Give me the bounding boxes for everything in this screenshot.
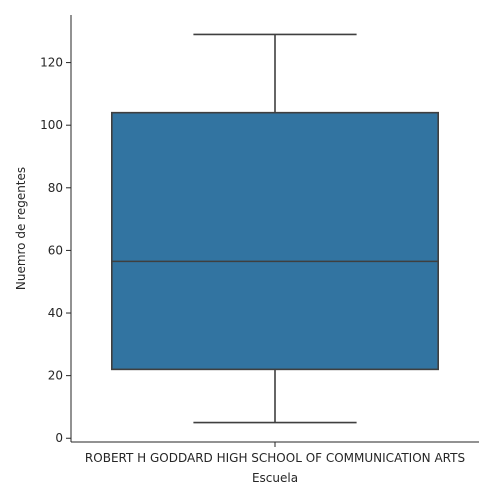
x-tick-label: ROBERT H GODDARD HIGH SCHOOL OF COMMUNIC… [85, 451, 465, 465]
y-tick-label: 0 [55, 431, 63, 445]
x-ticks: ROBERT H GODDARD HIGH SCHOOL OF COMMUNIC… [85, 442, 465, 465]
y-axis-label: Nuemro de regentes [14, 167, 28, 290]
y-tick-label: 20 [48, 369, 63, 383]
y-tick-label: 60 [48, 243, 63, 257]
y-tick-label: 80 [48, 181, 63, 195]
y-ticks: 0 20 40 60 80 100 120 [40, 56, 71, 445]
y-tick-label: 40 [48, 306, 63, 320]
plot-area [111, 33, 439, 424]
x-axis-label: Escuela [252, 471, 298, 485]
y-tick-label: 100 [40, 118, 63, 132]
iqr-box [111, 111, 439, 371]
y-tick-label: 120 [40, 56, 63, 70]
